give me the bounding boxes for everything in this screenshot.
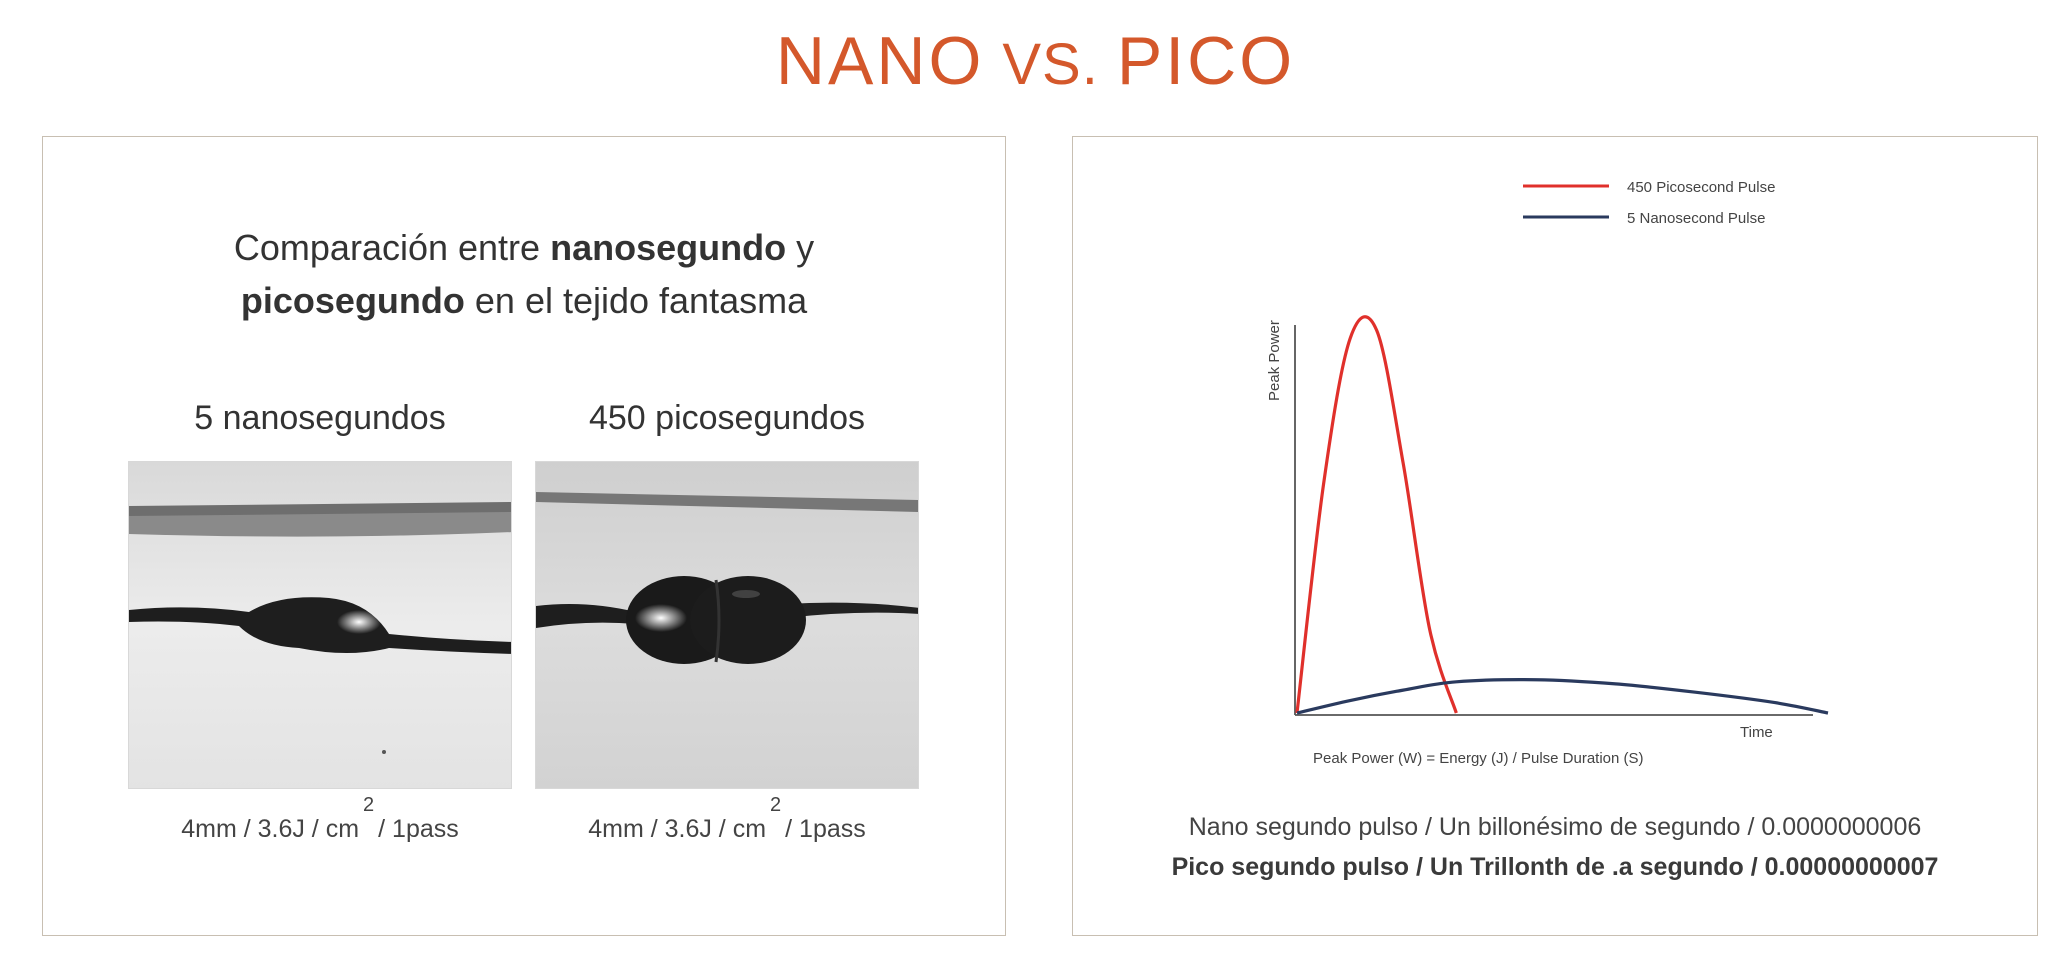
series-line-pico <box>1295 315 1458 714</box>
heading-text-3: en el tejido fantasma <box>464 280 808 321</box>
pico-spec-pass: / 1pass <box>785 815 866 843</box>
pulse-chart-panel: 450 Picosecond Pulse 5 Nanosecond Pulse … <box>1072 136 2038 936</box>
y-axis-label: Peak Power <box>1266 320 1283 401</box>
x-axis-label: Time <box>1740 724 1773 741</box>
heading-bold-nanosegundo: nanosegundo <box>550 227 787 268</box>
legend-label-pico: 450 Picosecond Pulse <box>1627 179 1775 196</box>
pico-spec-superscript: 2 <box>770 794 782 816</box>
heading-bold-picosegundo: picosegundo <box>240 280 465 321</box>
comparison-heading: Comparación entre nanosegundo y picosegu… <box>43 221 1005 327</box>
comparison-panel: Comparación entre nanosegundo y picosegu… <box>42 136 1006 936</box>
pico-photo-illustration <box>536 462 918 788</box>
legend-label-nano: 5 Nanosecond Pulse <box>1627 210 1765 227</box>
nano-description: Nano segundo pulso / Un billonésimo de s… <box>1188 813 1922 841</box>
pico-spec: 4mm / 3.6J / cm2/ 1pass <box>535 794 919 844</box>
page-title: NANO VS. PICO <box>0 22 2071 100</box>
nano-spec: 4mm / 3.6J / cm2/ 1pass <box>128 794 512 844</box>
nano-spec-text: 4mm / 3.6J / cm <box>181 815 360 843</box>
chart-legend: 450 Picosecond Pulse 5 Nanosecond Pulse <box>1523 179 1775 227</box>
heading-text-2: y <box>786 227 815 268</box>
pico-spec-text: 4mm / 3.6J / cm <box>588 815 767 843</box>
nano-spec-superscript: 2 <box>363 794 375 816</box>
formula-label: Peak Power (W) = Energy (J) / Pulse Dura… <box>1313 750 1644 767</box>
title-vs: VS. <box>1002 32 1099 97</box>
pico-column-title: 450 picosegundos <box>588 399 865 437</box>
heading-text-1: Comparación entre <box>233 227 551 268</box>
series-line-nano <box>1296 678 1829 715</box>
nano-spec-pass: / 1pass <box>378 815 459 843</box>
nano-photo-illustration <box>129 462 511 788</box>
title-nano: NANO <box>775 23 985 99</box>
title-pico: PICO <box>1116 23 1296 99</box>
nano-tissue-photo <box>128 461 512 789</box>
pulse-chart: 450 Picosecond Pulse 5 Nanosecond Pulse … <box>1266 179 1829 767</box>
nano-column-title: 5 nanosegundos <box>194 399 446 437</box>
pico-tissue-photo <box>535 461 919 789</box>
pico-description: Pico segundo pulso / Un Trillonth de .a … <box>1171 853 1939 881</box>
